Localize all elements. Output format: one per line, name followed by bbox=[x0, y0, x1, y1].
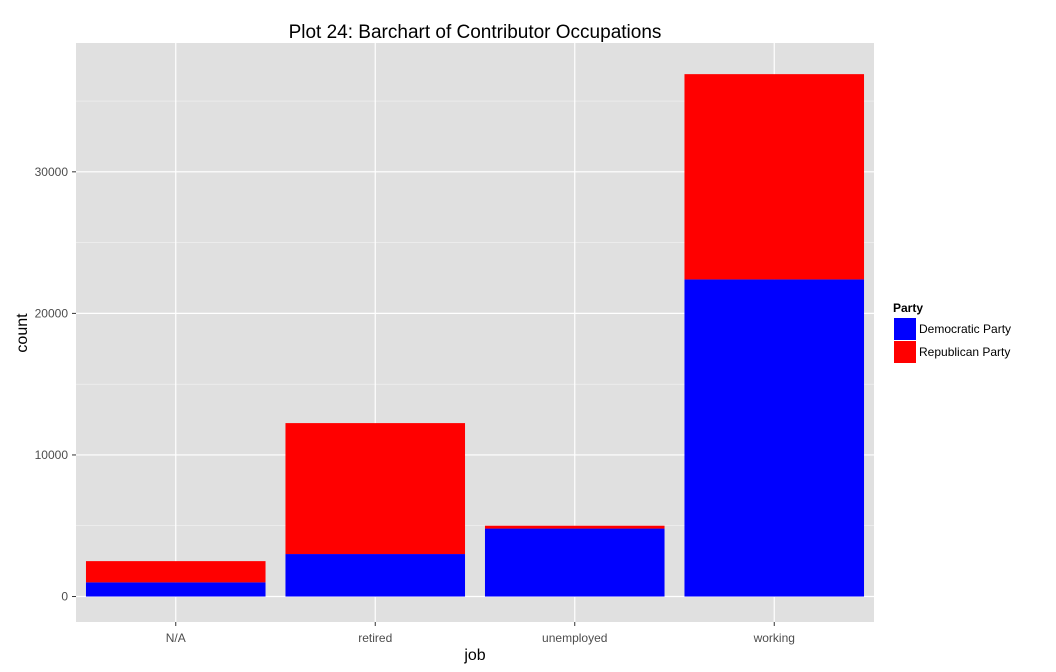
bar-democratic-party bbox=[684, 279, 865, 597]
legend-swatch-republican-party bbox=[894, 341, 916, 363]
bar-republican-party bbox=[285, 423, 466, 555]
legend-label: Republican Party bbox=[919, 345, 1010, 359]
x-tick-label: N/A bbox=[166, 631, 186, 645]
x-tick-label: retired bbox=[358, 631, 392, 645]
legend: Party Democratic Party Republican Party bbox=[893, 301, 1011, 363]
bar-republican-party bbox=[684, 74, 865, 280]
x-axis-title: job bbox=[463, 647, 485, 664]
x-tick-label: unemployed bbox=[542, 631, 607, 645]
legend-title: Party bbox=[893, 301, 923, 315]
y-axis-title: count bbox=[14, 313, 31, 353]
y-axis: 0 10000 20000 30000 bbox=[35, 165, 76, 604]
legend-label: Democratic Party bbox=[919, 322, 1011, 336]
y-tick-label: 20000 bbox=[35, 306, 69, 320]
chart-title: Plot 24: Barchart of Contributor Occupat… bbox=[289, 22, 662, 43]
legend-swatch-democratic-party bbox=[894, 318, 916, 340]
bar-republican-party bbox=[85, 561, 266, 583]
y-tick-label: 30000 bbox=[35, 165, 69, 179]
x-tick-label: working bbox=[753, 631, 795, 645]
x-axis: N/A retired unemployed working bbox=[166, 622, 795, 645]
bar-democratic-party bbox=[285, 554, 466, 597]
bar-democratic-party bbox=[85, 582, 266, 597]
bar-democratic-party bbox=[484, 528, 665, 597]
bars bbox=[85, 74, 865, 597]
bar-republican-party bbox=[484, 525, 665, 529]
y-tick-label: 10000 bbox=[35, 448, 69, 462]
y-tick-label: 0 bbox=[61, 590, 68, 604]
